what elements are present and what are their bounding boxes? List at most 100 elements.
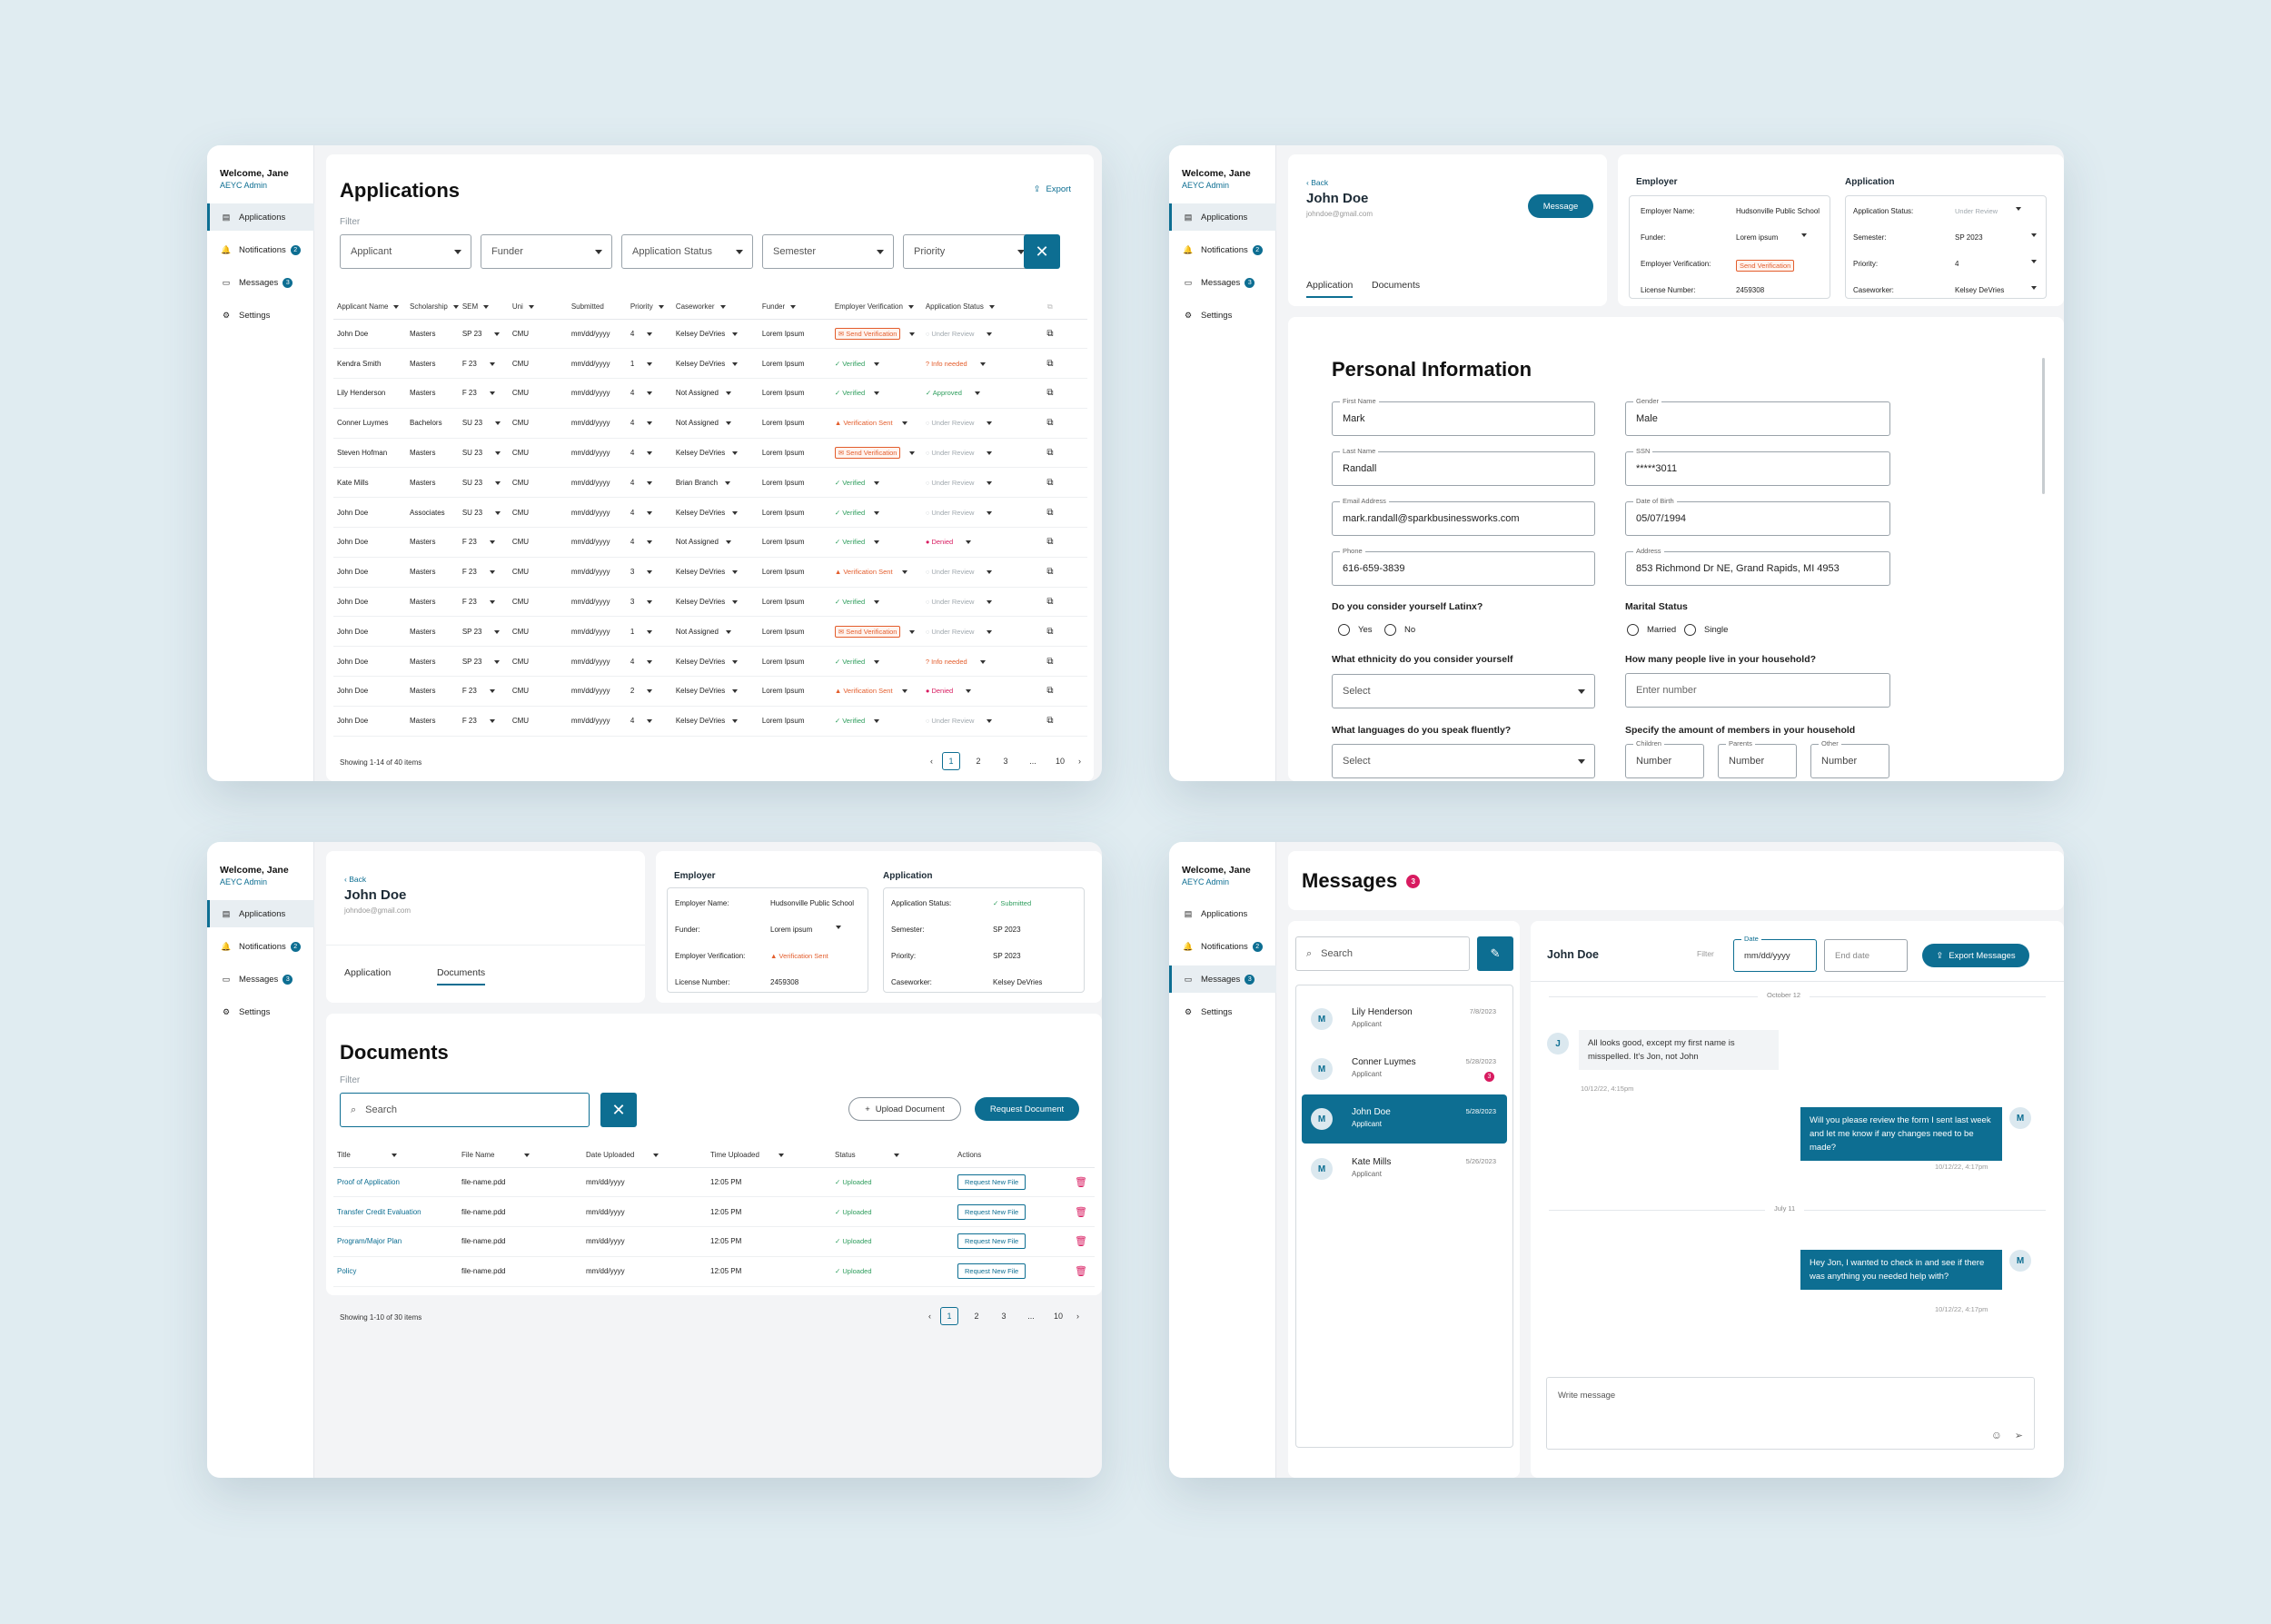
open-external-icon[interactable]: ⧉: [1012, 676, 1087, 707]
column-header[interactable]: Priority: [626, 295, 672, 320]
first-name-field[interactable]: First Name Mark: [1332, 397, 1595, 436]
table-row[interactable]: Kate Mills Masters SU 23 CMU mm/dd/yyyy 4 Bria…: [333, 467, 1087, 499]
app-status-row[interactable]: Application Status: Under Review: [1853, 207, 2022, 215]
chevron-down-icon[interactable]: [901, 689, 907, 694]
tab-application[interactable]: Application: [344, 967, 392, 978]
request-new-file-button[interactable]: Request New File: [957, 1233, 1026, 1250]
radio-single[interactable]: Single: [1684, 624, 1728, 636]
document-link[interactable]: Policy: [337, 1267, 357, 1276]
chevron-down-icon[interactable]: [901, 570, 907, 575]
start-date-input[interactable]: Date mm/dd/yyyy: [1733, 935, 1817, 972]
request-document-button[interactable]: Request Document: [975, 1097, 1079, 1121]
chevron-down-icon[interactable]: [732, 361, 739, 366]
prev-page-icon[interactable]: ‹: [928, 1312, 931, 1321]
sidebar-item-messages[interactable]: ▭ Messages 3: [1169, 965, 1276, 993]
contact-item[interactable]: M Lily Henderson Applicant 7/8/2023: [1302, 995, 1507, 1044]
clear-search-button[interactable]: ✕: [600, 1093, 637, 1127]
trash-icon[interactable]: 🗑: [1067, 1196, 1095, 1228]
back-link[interactable]: ‹ Back: [344, 875, 367, 884]
request-new-file-button[interactable]: Request New File: [957, 1173, 1026, 1190]
chevron-down-icon[interactable]: [647, 659, 653, 664]
chevron-down-icon[interactable]: [732, 689, 739, 694]
ssn-field[interactable]: SSN *****3011: [1625, 447, 1890, 486]
chevron-down-icon[interactable]: [987, 480, 993, 485]
chevron-down-icon[interactable]: [966, 540, 972, 545]
page-number[interactable]: 10: [1053, 1312, 1063, 1321]
chevron-down-icon[interactable]: [647, 570, 653, 575]
verification-status[interactable]: ✉ Send Verification: [834, 625, 901, 638]
chevron-down-icon[interactable]: [647, 391, 653, 396]
table-row[interactable]: John Doe Masters F 23 CMU mm/dd/yyyy 3 Kelsey …: [333, 587, 1087, 618]
chevron-down-icon[interactable]: [495, 480, 501, 485]
trash-icon[interactable]: 🗑: [1067, 1226, 1095, 1257]
chevron-down-icon[interactable]: [725, 480, 731, 485]
semester-row[interactable]: Semester: SP 2023: [1853, 233, 2037, 242]
sidebar-item-notifications[interactable]: 🔔 Notifications 2: [207, 933, 314, 960]
sidebar-item-messages[interactable]: ▭ Messages 3: [207, 965, 314, 993]
chevron-down-icon[interactable]: [987, 510, 993, 515]
languages-select[interactable]: Select: [1332, 744, 1595, 778]
request-new-file-button[interactable]: Request New File: [957, 1263, 1026, 1280]
chevron-down-icon[interactable]: [732, 332, 739, 336]
send-icon[interactable]: ➢: [2014, 1431, 2023, 1441]
chevron-down-icon[interactable]: [987, 599, 993, 604]
column-header[interactable]: File Name: [458, 1144, 582, 1168]
table-row[interactable]: John Doe Masters SP 23 CMU mm/dd/yyyy 4 Kelsey…: [333, 319, 1087, 350]
sidebar-item-settings[interactable]: ⚙ Settings: [207, 302, 314, 329]
end-date-input[interactable]: End date: [1824, 939, 1908, 972]
column-header[interactable]: SEM: [458, 295, 509, 320]
gender-field[interactable]: Gender Male: [1625, 397, 1890, 436]
open-external-icon[interactable]: ⧉: [1012, 467, 1087, 499]
next-page-icon[interactable]: ›: [1076, 1312, 1079, 1321]
sidebar-item-applications[interactable]: ▤ Applications: [1169, 900, 1276, 927]
message-input[interactable]: Write message ☺ ➢: [1546, 1377, 2035, 1450]
table-row[interactable]: Lily Henderson Masters F 23 CMU mm/dd/yyyy 4 N…: [333, 378, 1087, 409]
chevron-down-icon[interactable]: [732, 719, 739, 724]
table-row[interactable]: John Doe Masters SP 23 CMU mm/dd/yyyy 1 Not As…: [333, 616, 1087, 648]
chevron-down-icon[interactable]: [987, 570, 993, 575]
chevron-down-icon[interactable]: [489, 391, 495, 396]
chevron-down-icon[interactable]: [647, 480, 653, 485]
chevron-down-icon[interactable]: [901, 421, 907, 426]
chevron-down-icon[interactable]: [725, 421, 731, 426]
sidebar-item-applications[interactable]: ▤ Applications: [1169, 203, 1276, 231]
chevron-down-icon[interactable]: [732, 570, 739, 575]
radio-no[interactable]: No: [1384, 624, 1415, 636]
chevron-down-icon[interactable]: [494, 332, 501, 336]
page-number[interactable]: 2: [976, 757, 981, 766]
column-header[interactable]: Submitted: [567, 295, 627, 320]
contact-item[interactable]: M Kate Mills Applicant 5/26/2023: [1302, 1144, 1507, 1193]
children-count-input[interactable]: Children Number: [1625, 739, 1704, 778]
tab-documents[interactable]: Documents: [437, 967, 486, 985]
verification-status[interactable]: ✉ Send Verification: [834, 447, 901, 460]
page-number[interactable]: ...: [1029, 757, 1036, 766]
open-external-icon[interactable]: ⧉: [1012, 378, 1087, 409]
chevron-down-icon[interactable]: [647, 451, 653, 455]
search-input[interactable]: ⌕ Search: [340, 1093, 590, 1127]
chevron-down-icon[interactable]: [494, 629, 501, 634]
chevron-down-icon[interactable]: [909, 332, 916, 336]
chevron-down-icon[interactable]: [725, 629, 731, 634]
email-address-field[interactable]: Email Address mark.randall@sparkbusinessw…: [1332, 497, 1595, 536]
sidebar-item-notifications[interactable]: 🔔 Notifications 2: [1169, 933, 1276, 960]
table-row[interactable]: John Doe Associates SU 23 CMU mm/dd/yyyy 4 Kel…: [333, 497, 1087, 529]
message-button[interactable]: Message: [1528, 194, 1593, 218]
chevron-down-icon[interactable]: [732, 510, 739, 515]
page-number[interactable]: 1: [940, 1307, 958, 1325]
column-header[interactable]: Employer Verification: [830, 295, 922, 320]
tab-application[interactable]: Application: [1306, 280, 1354, 298]
other-count-input[interactable]: Other Number: [1810, 739, 1889, 778]
chevron-down-icon[interactable]: [987, 421, 993, 426]
household-input[interactable]: Enter number: [1625, 673, 1890, 708]
sidebar-item-settings[interactable]: ⚙ Settings: [1169, 998, 1276, 1025]
chevron-down-icon[interactable]: [647, 421, 653, 426]
column-header[interactable]: Application Status: [921, 295, 1013, 320]
chevron-down-icon[interactable]: [874, 540, 880, 545]
chevron-down-icon[interactable]: [909, 451, 916, 455]
chevron-down-icon[interactable]: [489, 570, 495, 575]
chevron-down-icon[interactable]: [495, 421, 501, 426]
chevron-down-icon[interactable]: [495, 451, 501, 455]
trash-icon[interactable]: 🗑: [1067, 1256, 1095, 1287]
chevron-down-icon[interactable]: [974, 391, 980, 396]
open-external-icon[interactable]: ⧉: [1012, 319, 1087, 350]
